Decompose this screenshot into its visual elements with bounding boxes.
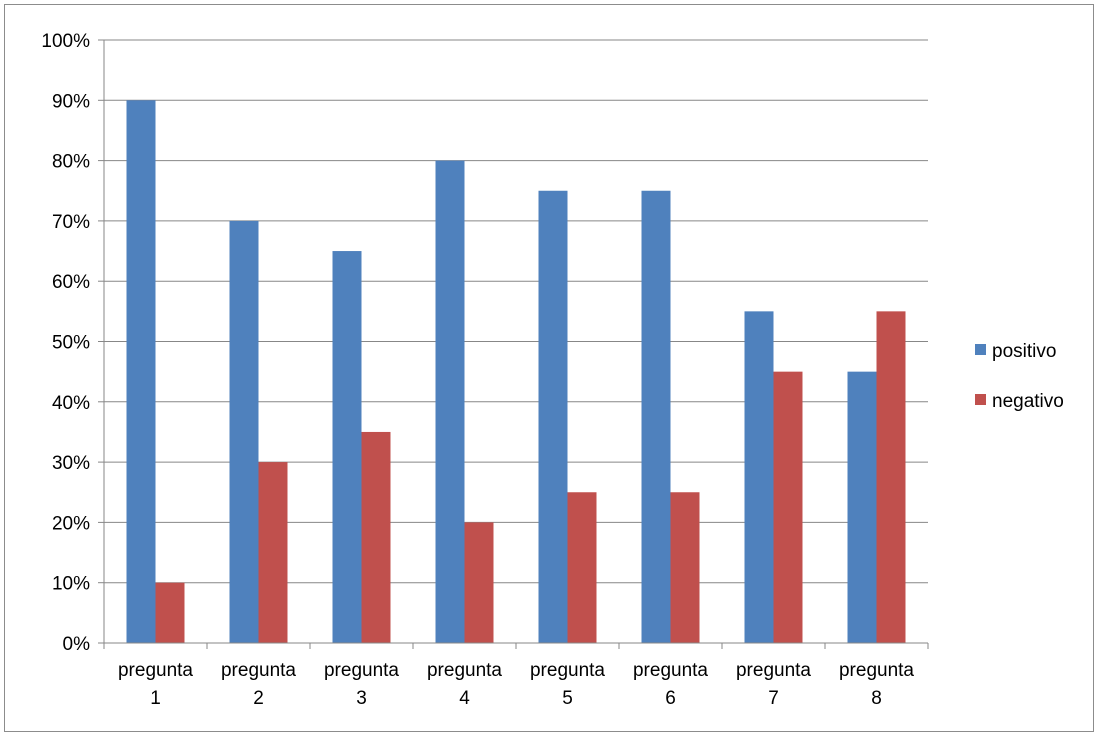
y-tick-label: 60%	[52, 272, 90, 293]
y-tick-label: 90%	[52, 91, 90, 112]
bar-positivo	[641, 190, 671, 643]
x-tick-label: 1	[150, 688, 161, 709]
x-tick-label: 2	[253, 688, 264, 709]
bar-positivo	[332, 251, 362, 644]
bar-negativo	[155, 582, 185, 643]
bar-positivo	[126, 100, 156, 644]
bar-negativo	[567, 492, 597, 643]
bar-positivo	[229, 220, 259, 643]
legend-swatch	[975, 394, 986, 405]
y-tick-label: 70%	[52, 212, 90, 233]
legend-swatch	[975, 344, 986, 355]
bar-negativo	[258, 462, 288, 643]
y-tick-label: 40%	[52, 393, 90, 414]
bar-negativo	[670, 492, 700, 643]
bar-negativo	[361, 431, 391, 643]
bar-positivo	[538, 190, 568, 643]
bar-negativo	[876, 311, 906, 643]
bar-positivo	[847, 371, 877, 643]
y-tick-label: 10%	[52, 574, 90, 595]
x-tick-label: 7	[768, 688, 779, 709]
x-tick-label: pregunta	[633, 660, 708, 681]
y-tick-label: 80%	[52, 152, 90, 173]
x-tick-label: 4	[459, 688, 470, 709]
x-tick-label: pregunta	[839, 660, 914, 681]
bar-negativo	[464, 522, 494, 643]
y-tick-label: 100%	[41, 31, 90, 52]
x-tick-label: 5	[562, 688, 573, 709]
x-tick-label: pregunta	[427, 660, 502, 681]
x-tick-label: pregunta	[118, 660, 193, 681]
x-tick-label: pregunta	[736, 660, 811, 681]
bar-positivo	[744, 311, 774, 643]
x-tick-label: 3	[356, 688, 367, 709]
x-tick-label: pregunta	[530, 660, 605, 681]
x-tick-label: 6	[665, 688, 676, 709]
y-tick-label: 0%	[63, 634, 91, 655]
bar-positivo	[435, 160, 465, 643]
y-tick-label: 30%	[52, 453, 90, 474]
x-tick-label: pregunta	[324, 660, 399, 681]
x-tick-label: pregunta	[221, 660, 296, 681]
x-tick-label: 8	[871, 688, 882, 709]
legend-label: negativo	[992, 391, 1064, 412]
legend-label: positivo	[992, 341, 1056, 362]
bar-negativo	[773, 371, 803, 643]
y-tick-label: 20%	[52, 513, 90, 534]
y-tick-label: 50%	[52, 333, 90, 354]
